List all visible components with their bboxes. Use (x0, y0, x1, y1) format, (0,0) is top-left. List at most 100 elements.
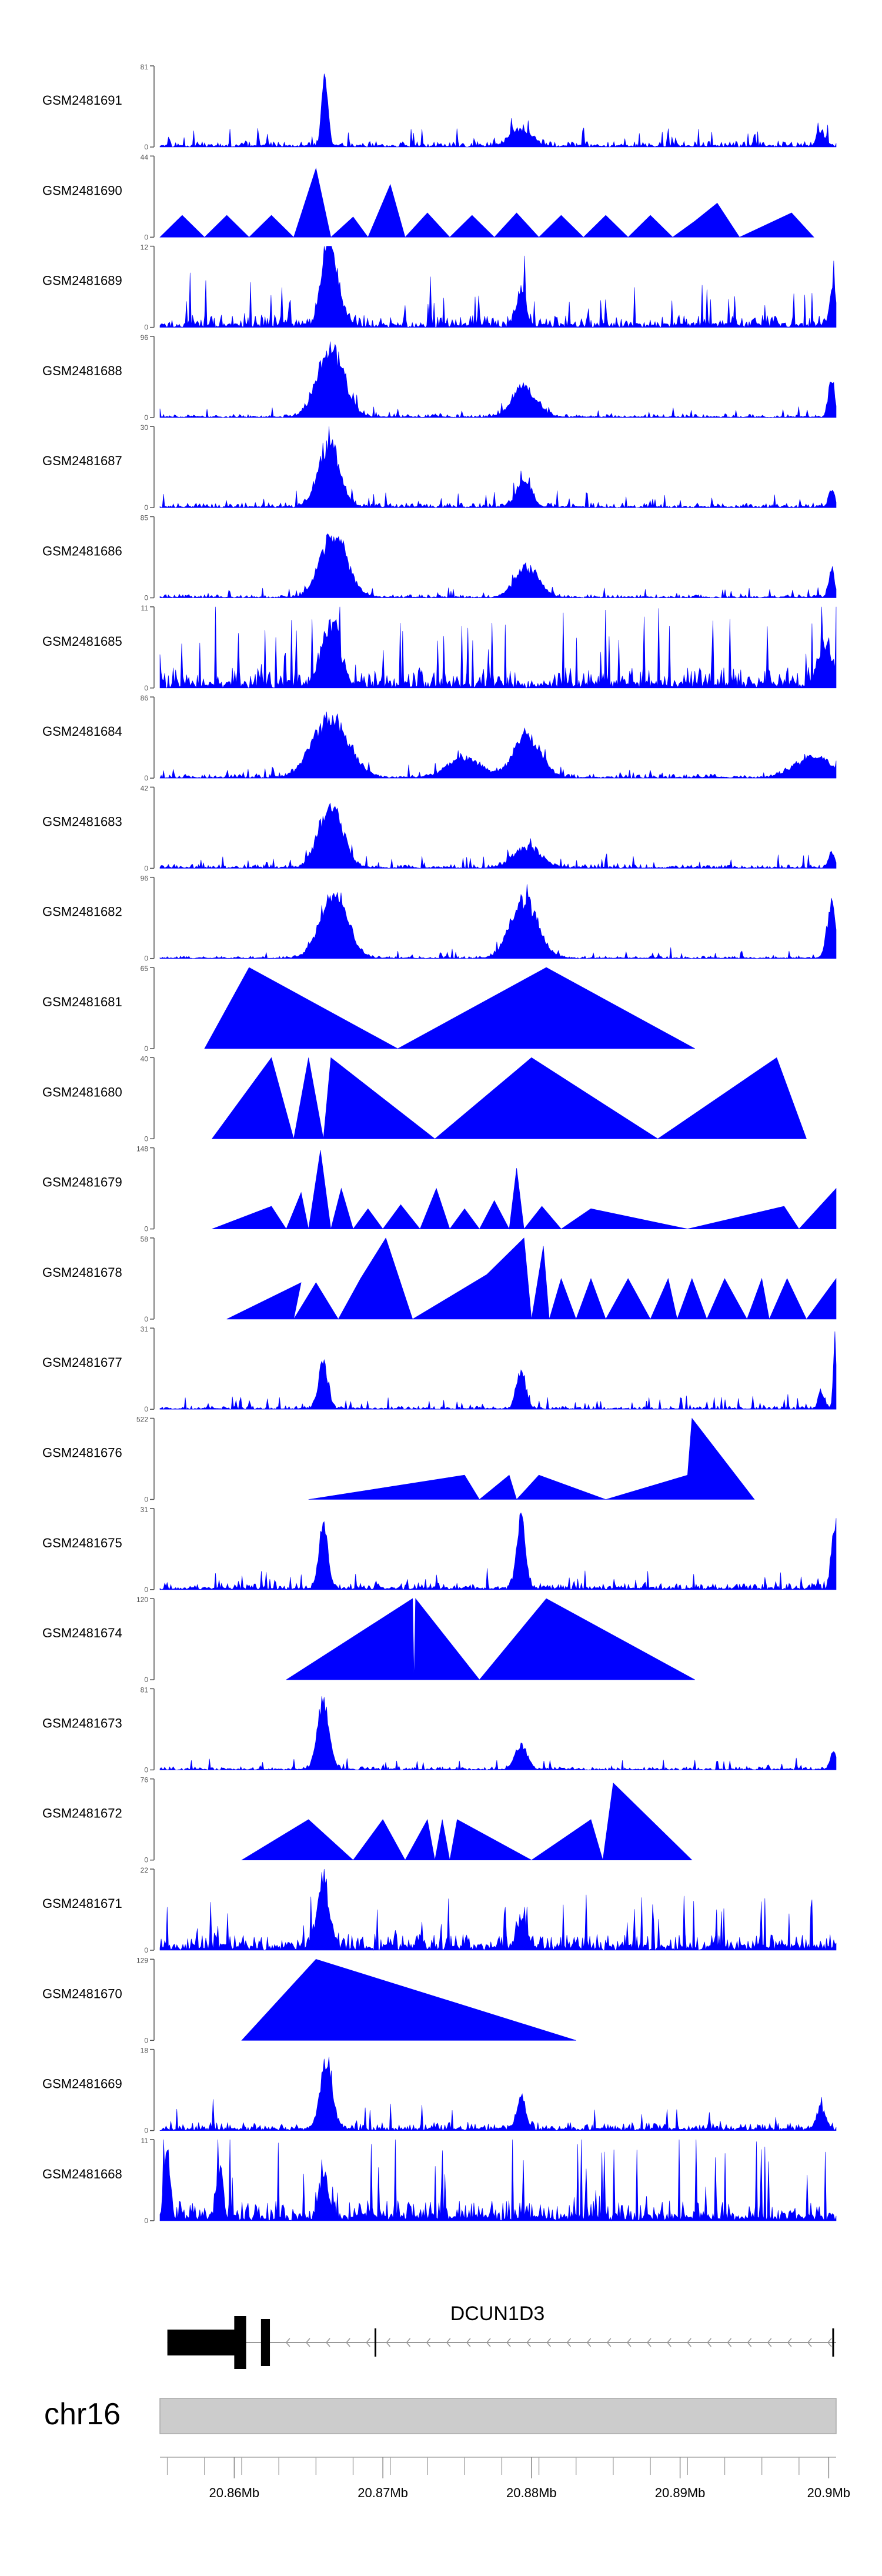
strand-arrow (626, 2338, 632, 2347)
chromosome-ideogram: chr16 (44, 2397, 837, 2434)
x-axis-tick-label: 20.9Mb (807, 2485, 850, 2500)
strand-arrow (486, 2338, 491, 2347)
track-label: GSM2481685 (42, 634, 122, 649)
y-axis-max-label: 96 (141, 875, 149, 883)
y-axis-min-label: 0 (144, 1586, 148, 1594)
track-label: GSM2481684 (42, 724, 122, 739)
track-GSM2481688: GSM2481688 96 0 (42, 333, 837, 422)
track-label: GSM2481690 (42, 183, 122, 198)
strand-arrow (466, 2338, 471, 2347)
signal-area (285, 1598, 696, 1680)
y-axis-min-label: 0 (144, 594, 148, 602)
gene-exon (234, 2316, 246, 2369)
track-GSM2481681: GSM2481681 65 0 (42, 965, 696, 1053)
y-axis-min-label: 0 (144, 2217, 148, 2225)
track-label: GSM2481677 (42, 1355, 122, 1370)
track-GSM2481669: GSM2481669 18 0 (42, 2047, 837, 2135)
y-axis-max-label: 31 (141, 1325, 149, 1333)
x-axis-tick-label: 20.89Mb (655, 2485, 706, 2500)
track-label: GSM2481679 (42, 1175, 122, 1190)
y-axis-max-label: 44 (141, 153, 149, 161)
signal-area (212, 1150, 837, 1230)
strand-arrow (406, 2338, 411, 2347)
y-axis-min-label: 0 (144, 233, 148, 241)
strand-arrow (827, 2338, 832, 2347)
track-GSM2481674: GSM2481674 120 0 (42, 1596, 696, 1684)
x-axis-tick-label: 20.87Mb (358, 2485, 408, 2500)
y-axis-max-label: 42 (141, 784, 149, 792)
track-GSM2481677: GSM2481677 31 0 (42, 1325, 837, 1413)
signal-area (159, 1512, 837, 1590)
strand-arrow (767, 2338, 772, 2347)
strand-arrow (446, 2338, 451, 2347)
track-GSM2481671: GSM2481671 22 0 (42, 1866, 837, 1954)
strand-arrow (707, 2338, 711, 2347)
signal-area (159, 341, 837, 418)
track-label: GSM2481676 (42, 1445, 122, 1460)
strand-arrow (687, 2338, 691, 2347)
track-GSM2481680: GSM2481680 40 0 (42, 1055, 807, 1143)
track-GSM2481678: GSM2481678 58 0 (42, 1235, 837, 1323)
y-axis-min-label: 0 (144, 413, 148, 422)
track-label: GSM2481680 (42, 1085, 122, 1099)
strand-arrow (366, 2338, 370, 2347)
y-axis-min-label: 0 (144, 774, 148, 782)
y-axis-min-label: 0 (144, 864, 148, 872)
track-label: GSM2481672 (42, 1806, 122, 1821)
signal-area (159, 533, 837, 599)
y-axis-max-label: 522 (136, 1416, 148, 1424)
track-label: GSM2481669 (42, 2077, 122, 2091)
strand-arrow (586, 2338, 592, 2347)
y-axis-max-label: 11 (141, 604, 149, 612)
signal-tracks: GSM2481691810GSM2481690440GSM2481689120G… (42, 63, 837, 2225)
y-axis-min-label: 0 (144, 1856, 148, 1864)
gene-exon (260, 2319, 270, 2366)
chromosome-label: chr16 (44, 2397, 121, 2431)
y-axis-min-label: 0 (144, 323, 148, 332)
track-GSM2481670: GSM2481670 129 0 (42, 1956, 576, 2044)
y-axis-max-label: 30 (141, 423, 149, 432)
y-axis-max-label: 65 (141, 965, 149, 973)
strand-arrow (606, 2338, 612, 2347)
signal-area (159, 2139, 837, 2222)
y-axis-min-label: 0 (144, 684, 148, 692)
gene-track: DCUN1D3 (167, 2303, 836, 2369)
track-GSM2481668: GSM2481668 11 0 (42, 2137, 837, 2225)
y-axis-max-label: 81 (141, 1686, 149, 1694)
strand-arrow (787, 2338, 792, 2347)
y-axis-min-label: 0 (144, 1676, 148, 1684)
y-axis-max-label: 76 (141, 1776, 149, 1784)
track-GSM2481684: GSM2481684 86 0 (42, 694, 837, 782)
signal-area (159, 606, 837, 689)
signal-area (159, 802, 837, 869)
y-axis-max-label: 12 (141, 243, 149, 252)
strand-arrow (667, 2338, 671, 2347)
signal-area (159, 2057, 837, 2131)
signal-area (241, 1958, 576, 2041)
y-axis-max-label: 18 (141, 2047, 149, 2055)
y-axis-max-label: 129 (136, 1956, 148, 1964)
y-axis-min-label: 0 (144, 2127, 148, 2135)
strand-arrow (326, 2338, 330, 2347)
track-label: GSM2481682 (42, 905, 122, 919)
track-GSM2481679: GSM2481679 148 0 (42, 1145, 837, 1233)
chromosome-band (159, 2398, 837, 2434)
signal-area (204, 967, 696, 1049)
track-label: GSM2481670 (42, 1986, 122, 2001)
y-axis-min-label: 0 (144, 503, 148, 512)
genomic-axis: 20.86Mb 20.87Mb 20.88Mb 20.89Mb 20.9Mb (160, 2457, 850, 2500)
strand-arrow (305, 2338, 310, 2347)
y-axis-max-label: 81 (141, 63, 149, 71)
y-axis-max-label: 120 (136, 1596, 148, 1604)
y-axis-max-label: 22 (141, 1866, 149, 1874)
track-GSM2481690: GSM2481690 44 0 (42, 153, 814, 241)
track-GSM2481673: GSM2481673 81 0 (42, 1686, 837, 1774)
track-label: GSM2481673 (42, 1716, 122, 1730)
track-GSM2481672: GSM2481672 76 0 (42, 1776, 693, 1864)
track-GSM2481687: GSM2481687 30 0 (42, 423, 837, 512)
signal-area (159, 74, 837, 148)
strand-arrow (526, 2338, 531, 2347)
strand-arrow (285, 2338, 290, 2347)
y-axis-min-label: 0 (144, 1405, 148, 1413)
y-axis-min-label: 0 (144, 1946, 148, 1954)
